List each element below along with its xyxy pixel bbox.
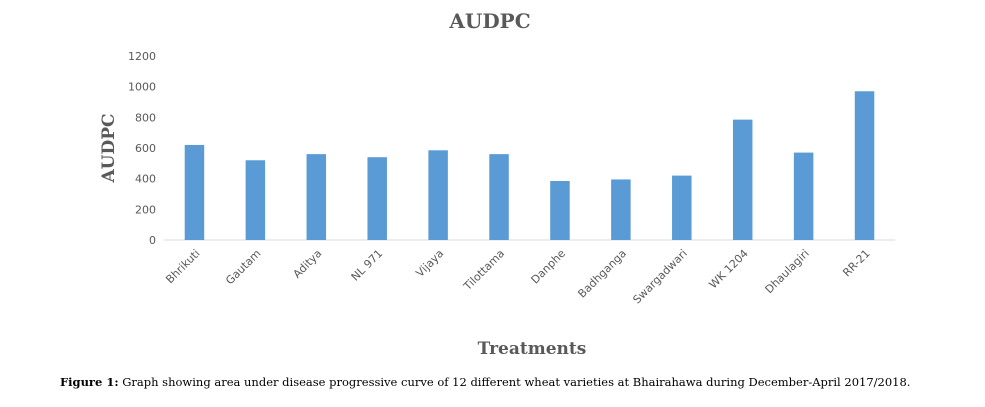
x-tick-label: WK 1204 (707, 247, 751, 291)
bar (793, 152, 814, 240)
x-tick-label: Gautam (223, 247, 263, 287)
x-tick-label: Vijaya (413, 247, 446, 280)
y-tick-label: 800 (135, 111, 156, 124)
x-axis-title: Treatments (478, 339, 587, 359)
bar (611, 179, 631, 240)
x-axis-category-labels: Bhrikuti Gautam Aditya NL 971 Vijaya Tilottam… (163, 247, 872, 307)
x-tick-label: RR-21 (840, 247, 872, 279)
x-tick-label: Aditya (291, 247, 325, 281)
x-tick-label: Swargadwari (630, 247, 689, 306)
bar (732, 119, 753, 240)
bar-chart: AUDPC 0 200 400 600 800 1000 1200 Bhrikuti Gaut… (99, 9, 895, 359)
caption-text: Graph showing area under disease progres… (118, 375, 911, 389)
y-tick-label: 1000 (128, 81, 156, 94)
bar (367, 157, 387, 240)
bar (184, 144, 205, 240)
bar (854, 91, 875, 241)
x-tick-label: Badhganga (575, 247, 629, 301)
bar (245, 160, 266, 240)
caption-label: Figure 1: (60, 375, 119, 389)
x-tick-label: Danphe (529, 247, 569, 287)
y-tick-label: 200 (135, 203, 156, 216)
chart-title: AUDPC (448, 9, 530, 33)
y-axis-title: AUDPC (99, 113, 119, 183)
y-tick-label: 1200 (128, 50, 156, 63)
x-tick-label: NL 971 (349, 247, 386, 284)
bar (489, 154, 509, 240)
bar (428, 150, 448, 240)
bars (184, 91, 875, 241)
x-tick-label: Tilottama (460, 247, 507, 294)
y-tick-label: 0 (149, 234, 156, 247)
bar (672, 175, 692, 240)
x-tick-label: Bhrikuti (163, 247, 202, 286)
x-tick-label: Dhaulagiri (763, 247, 812, 296)
bar (306, 154, 327, 240)
y-tick-label: 400 (135, 173, 156, 186)
y-tick-label: 600 (135, 142, 156, 155)
figure-caption: Figure 1: Graph showing area under disea… (60, 375, 980, 389)
bar (550, 180, 570, 240)
y-axis-ticks: 0 200 400 600 800 1000 1200 (128, 50, 156, 247)
